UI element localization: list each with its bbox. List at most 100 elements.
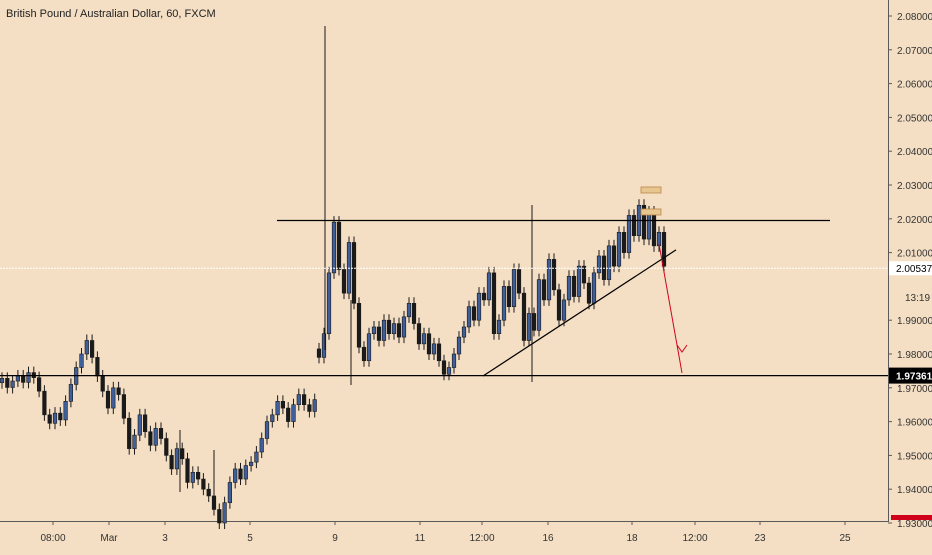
candle-body [169,455,174,470]
candlestick-series [0,26,667,529]
candle-body [476,292,482,321]
candle-body [312,399,317,412]
candle-body [591,272,597,304]
candle-body [421,333,427,345]
time-axis: 08:00 Mar 3 5 9 11 12:00 16 18 12:00 23 25 [40,521,851,544]
candle-body [158,428,164,439]
candle-body [556,289,562,321]
candle-body [356,302,362,348]
price-tick-label: 2.07000 [897,46,932,57]
price-tick-label: 2.03000 [897,181,932,192]
candle-body [406,302,412,318]
candle-body [586,282,592,304]
candle-body [511,269,517,307]
candle-body [116,387,121,395]
candle-body [259,438,264,453]
candle-body [656,232,662,247]
candle-body [336,221,342,270]
candle-body [275,401,280,416]
time-tick-label: 12:00 [469,533,494,544]
candle-body [217,509,222,524]
candle-body [90,340,95,358]
price-tick-label: 1.99000 [897,316,932,327]
candle-body [506,286,512,307]
candle-body [105,390,111,409]
price-tick-label: 2.08000 [897,12,932,23]
candle-body [254,451,259,463]
price-tick-label: 1.94000 [897,485,932,496]
price-tick-label: 1.97000 [897,384,932,395]
candle-body [206,488,211,497]
candle-body [351,242,357,304]
candle-body [551,259,557,291]
candle-body [0,378,5,384]
candle-body [546,259,552,301]
candle-body [471,306,477,321]
ascending-trendline[interactable] [482,249,677,377]
candle-body [164,438,169,456]
price-tick-label: 1.96000 [897,418,932,429]
candle-body [466,306,472,328]
candle-body [461,326,467,338]
candle-body [611,245,617,267]
candle-body [596,255,602,274]
price-tick-label: 1.95000 [897,451,932,462]
candle-body [456,336,462,355]
candle-body [631,215,637,236]
candle-body [451,353,457,368]
candle-body [376,326,382,341]
candle-body [641,204,647,240]
candle-body [243,465,248,480]
price-tick-label: 2.06000 [897,80,932,91]
candle-body [296,394,301,405]
candle-body [401,316,407,338]
candle-body [391,323,397,335]
candle-body [79,353,84,368]
candle-body [52,412,58,424]
time-tick-label: 12:00 [682,533,707,544]
candle-body [581,265,587,284]
candle-body [222,502,227,524]
candle-body [481,292,487,301]
candle-body [531,313,537,331]
candle-body [566,275,572,301]
candle-body [486,272,492,301]
candle-body [153,428,158,446]
sell-zone-lower[interactable] [640,208,662,216]
sell-zone-upper[interactable] [640,186,662,194]
scrollbar-marker[interactable] [891,515,932,520]
candle-body [68,384,73,402]
level-price-label: 1.97361 [896,372,932,383]
time-tick-label: 5 [247,533,253,544]
candle-body [36,377,42,392]
candle-body [516,269,522,294]
candle-body [521,292,527,341]
candle-body [501,286,507,321]
candle-body [270,414,275,422]
candle-body [616,232,622,267]
price-tick-label: 2.02000 [897,215,932,226]
candle-body [571,275,577,297]
candle-body [651,211,657,247]
current-price-tag [889,261,932,276]
candle-body [431,343,437,355]
candle-body [233,468,238,483]
candle-body [201,478,206,490]
projection-arrow[interactable] [658,243,683,374]
candle-body [190,471,195,483]
candle-body [541,279,547,301]
candle-body [132,434,137,449]
candle-body [137,414,142,436]
projection-arrow-head [676,344,688,353]
candle-body [426,333,432,355]
candle-body [100,375,105,392]
candle-body [121,394,126,419]
price-tick-label: 1.98000 [897,350,932,361]
candle-body [411,302,417,324]
candle-body [606,245,612,280]
candle-body [576,265,582,297]
price-tick-label: 2.05000 [897,113,932,124]
candle-body [21,375,26,383]
